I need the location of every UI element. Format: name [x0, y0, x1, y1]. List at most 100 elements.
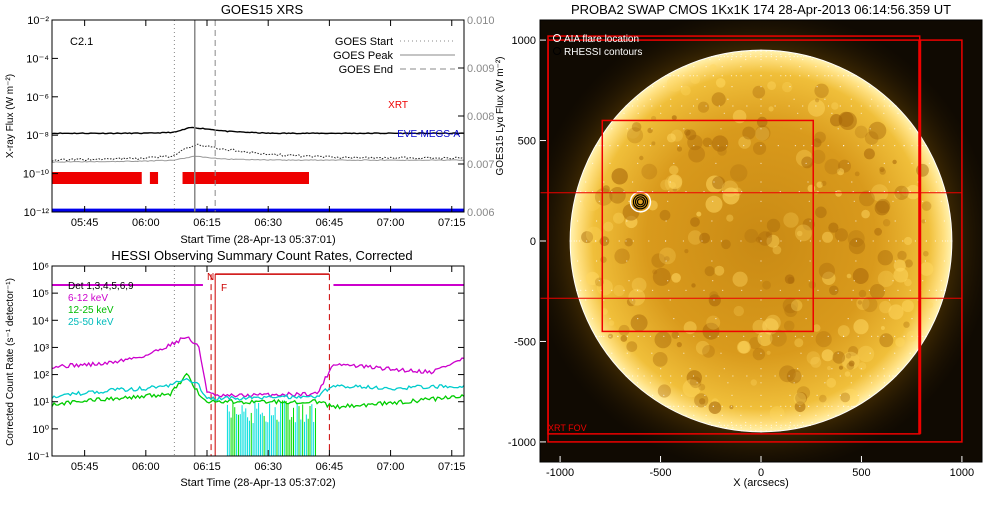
grid-dot	[715, 162, 717, 164]
solar-texture	[732, 271, 748, 287]
grid-dot	[603, 335, 605, 337]
grid-dot	[943, 260, 946, 262]
grid-dot	[743, 145, 745, 147]
grid-dot	[760, 50, 762, 52]
legend-goes-peak: GOES Peak	[333, 50, 393, 62]
grid-dot	[760, 98, 762, 100]
grid-dot	[637, 145, 639, 147]
grid-dot	[797, 368, 799, 370]
grid-dot	[892, 280, 894, 282]
grid-dot	[760, 53, 762, 55]
grid-dot	[935, 289, 937, 291]
grid-dot	[637, 335, 639, 337]
grid-dot	[668, 75, 670, 77]
grid-dot	[765, 56, 767, 58]
grid-dot	[586, 240, 588, 242]
solar-texture	[815, 206, 827, 219]
grid-dot	[760, 289, 762, 291]
grid-dot	[815, 105, 817, 107]
solar-texture	[840, 392, 851, 403]
grid-dot	[827, 335, 829, 337]
grid-dot	[903, 145, 905, 147]
hessi-legend: Det 1,3,4,5,6,9 6-12 keV 12-25 keV 25-50…	[68, 281, 134, 328]
grid-dot	[883, 375, 885, 377]
grid-dot	[651, 375, 653, 377]
grid-dot	[888, 181, 891, 183]
solar-texture	[708, 401, 722, 415]
grid-dot	[760, 220, 762, 222]
solar-texture	[684, 129, 691, 136]
solar-texture	[614, 248, 630, 264]
solar-texture	[903, 236, 913, 246]
grid-dot	[785, 56, 787, 58]
grid-dot	[712, 280, 714, 282]
swap-xtick-label-0: -1000	[546, 467, 574, 479]
solar-texture	[856, 296, 870, 310]
grid-dot	[609, 318, 611, 320]
grid-dot	[637, 368, 639, 370]
grid-dot	[765, 424, 767, 426]
solar-texture	[711, 92, 726, 107]
solar-texture	[818, 262, 836, 279]
solar-texture	[808, 281, 816, 289]
grid-dot	[585, 191, 587, 193]
solar-texture	[848, 237, 866, 255]
grid-dot	[837, 128, 839, 130]
solar-texture	[596, 279, 613, 296]
solar-texture	[921, 201, 932, 211]
solar-texture	[828, 222, 839, 233]
solar-texture	[750, 379, 757, 386]
solar-texture	[714, 265, 725, 276]
grid-dot	[785, 424, 787, 426]
solar-texture	[726, 214, 734, 222]
grid-dot	[935, 181, 937, 183]
grid-dot	[740, 405, 742, 407]
grid-dot	[855, 260, 857, 262]
grid-dot	[780, 405, 782, 407]
grid-dot	[669, 299, 671, 301]
solar-texture	[768, 106, 774, 112]
grid-dot	[831, 75, 833, 77]
grid-dot	[609, 335, 611, 337]
grid-dot	[663, 335, 665, 337]
grid-dot	[617, 335, 619, 337]
grid-dot	[663, 145, 665, 147]
grid-dot	[852, 75, 854, 77]
solar-texture	[755, 125, 771, 141]
solar-texture	[815, 98, 820, 103]
grid-dot	[693, 66, 695, 68]
grid-dot	[803, 335, 805, 337]
grid-dot	[770, 424, 772, 426]
grid-dot	[723, 112, 725, 114]
xrt-bar-2	[182, 172, 309, 184]
grid-dot	[750, 427, 752, 429]
grid-dot	[732, 105, 734, 107]
grid-dot	[683, 352, 685, 354]
solar-texture	[624, 351, 631, 358]
grid-dot	[578, 240, 581, 242]
swap-ytick-label-3: -500	[514, 336, 536, 348]
solar-texture	[879, 300, 892, 314]
grid-dot	[868, 394, 871, 396]
grid-dot	[924, 220, 927, 222]
grid-dot	[649, 98, 652, 100]
solar-texture	[762, 318, 779, 335]
solar-texture	[721, 180, 739, 197]
grid-dot	[732, 375, 734, 377]
grid-dot	[760, 375, 762, 377]
grid-dot	[888, 375, 891, 377]
solar-texture	[857, 345, 875, 363]
solar-texture	[608, 320, 615, 326]
grid-dot	[652, 86, 654, 88]
grid-dot	[868, 191, 871, 193]
solar-texture	[669, 165, 679, 175]
solar-texture	[831, 102, 839, 110]
grid-dot	[894, 128, 896, 130]
grid-dot	[851, 299, 853, 301]
solar-texture	[767, 81, 776, 90]
grid-dot	[577, 191, 579, 193]
grid-dot	[683, 405, 685, 407]
grid-dot	[909, 191, 911, 193]
xrt-bar-0	[52, 172, 142, 184]
solar-texture	[874, 227, 882, 236]
